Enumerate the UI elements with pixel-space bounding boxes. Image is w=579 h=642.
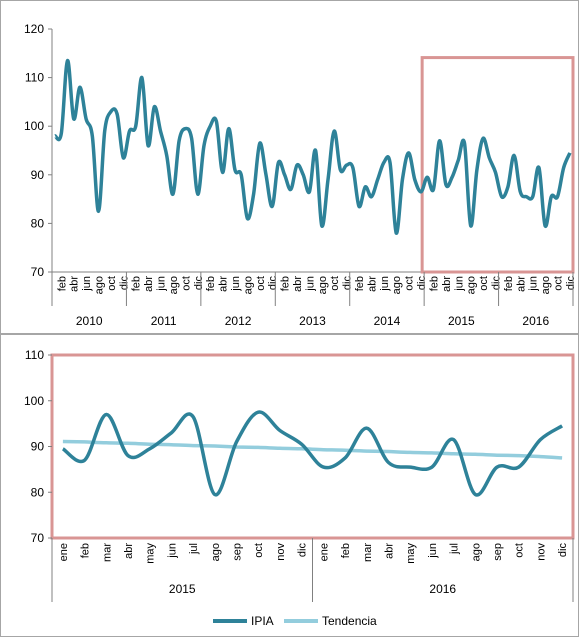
year-label: 2011 (151, 314, 177, 328)
x-tick-label: may (405, 543, 417, 564)
x-tick-label: abr (123, 543, 135, 559)
x-tick-label: dic (342, 276, 354, 291)
year-label: 2010 (76, 314, 103, 328)
x-tick-label: feb (56, 276, 68, 291)
x-tick-label: dic (297, 543, 309, 558)
y-tick-label: 90 (31, 440, 45, 454)
x-tick-label: oct (404, 276, 416, 291)
x-tick-label: may (145, 543, 157, 564)
x-tick-label: mar (101, 543, 113, 562)
x-tick-label: feb (131, 276, 143, 291)
x-tick-label: ago (391, 276, 403, 294)
x-tick-label: feb (280, 276, 292, 291)
x-tick-label: ago (210, 543, 222, 561)
x-tick-label: abr (441, 276, 453, 292)
x-tick-label: ago (317, 276, 329, 294)
x-tick-label: jun (156, 276, 168, 292)
year-label: 2016 (429, 582, 456, 596)
x-tick-label: oct (329, 276, 341, 291)
y-tick-label: 70 (31, 265, 45, 279)
x-tick-label: jun (379, 276, 391, 292)
x-tick-label: jun (453, 276, 465, 292)
x-tick-label: dic (416, 276, 428, 291)
x-tick-label: nov (535, 543, 547, 561)
x-tick-label: oct (253, 543, 265, 558)
highlight-rect (420, 56, 575, 274)
x-tick-label: feb (80, 543, 92, 558)
x-tick-label: abr (292, 276, 304, 292)
series-line-ipia (61, 410, 564, 497)
x-tick-label: abr (218, 276, 230, 292)
x-tick-label: feb (205, 276, 217, 291)
x-tick-label: abr (366, 276, 378, 292)
x-tick-label: feb (428, 276, 440, 291)
x-tick-label: ene (318, 543, 330, 561)
x-tick-label: dic (193, 276, 205, 291)
x-tick-label: feb (503, 276, 515, 291)
year-label: 2015 (169, 582, 196, 596)
x-tick-label: oct (514, 543, 526, 558)
x-tick-label: jun (81, 276, 93, 292)
x-tick-label: ago (94, 276, 106, 294)
x-tick-label: ago (466, 276, 478, 294)
x-tick-label: jul (449, 543, 461, 555)
x-tick-label: dic (565, 276, 577, 291)
y-tick-label: 110 (25, 348, 44, 362)
x-tick-label: oct (255, 276, 267, 291)
x-tick-label: ago (168, 276, 180, 294)
x-tick-label: jun (427, 543, 439, 559)
x-tick-label: jun (166, 543, 178, 559)
y-tick-label: 110 (25, 71, 44, 85)
highlight-rect (50, 353, 575, 540)
y-tick-label: 80 (31, 216, 45, 230)
x-tick-label: oct (106, 276, 118, 291)
y-tick-label: 100 (24, 394, 44, 408)
x-tick-label: jun (230, 276, 242, 292)
series-line-tendencia (62, 439, 563, 460)
x-tick-label: mar (362, 543, 374, 562)
x-tick-label: dic (490, 276, 502, 291)
legend-label-tendencia: Tendencia (322, 614, 377, 628)
x-tick-label: abr (383, 543, 395, 559)
x-tick-label: ago (242, 276, 254, 294)
x-tick-label: ene (58, 543, 70, 561)
x-tick-label: ago (540, 276, 552, 294)
x-tick-label: dic (557, 543, 569, 558)
y-tick-label: 80 (31, 485, 45, 499)
year-label: 2015 (448, 314, 475, 328)
x-tick-label: feb (354, 276, 366, 291)
x-tick-label: abr (69, 276, 81, 292)
year-label: 2016 (522, 314, 549, 328)
x-tick-label: oct (552, 276, 564, 291)
x-tick-label: dic (267, 276, 279, 291)
year-label: 2013 (299, 314, 326, 328)
y-tick-label: 70 (31, 531, 45, 545)
x-tick-label: dic (118, 276, 130, 291)
x-tick-label: ago (470, 543, 482, 561)
bottom-chart-frame (0, 334, 579, 637)
chart-legend: IPIA Tendencia (213, 614, 377, 628)
x-tick-label: feb (340, 543, 352, 558)
x-tick-label: sep (492, 543, 504, 561)
x-tick-label: oct (478, 276, 490, 291)
x-tick-label: oct (180, 276, 192, 291)
y-tick-label: 100 (24, 119, 44, 133)
x-tick-label: abr (143, 276, 155, 292)
x-tick-label: jun (528, 276, 540, 292)
y-tick-label: 120 (24, 22, 44, 36)
y-tick-label: 90 (31, 168, 45, 182)
x-tick-label: nov (275, 543, 287, 561)
x-tick-label: sep (232, 543, 244, 561)
series-line-ipia (53, 58, 572, 235)
year-label: 2012 (225, 314, 252, 328)
year-label: 2014 (374, 314, 401, 328)
x-tick-label: jun (304, 276, 316, 292)
x-tick-label: abr (515, 276, 527, 292)
legend-label-ipia: IPIA (251, 614, 274, 628)
x-tick-label: jul (188, 543, 200, 555)
